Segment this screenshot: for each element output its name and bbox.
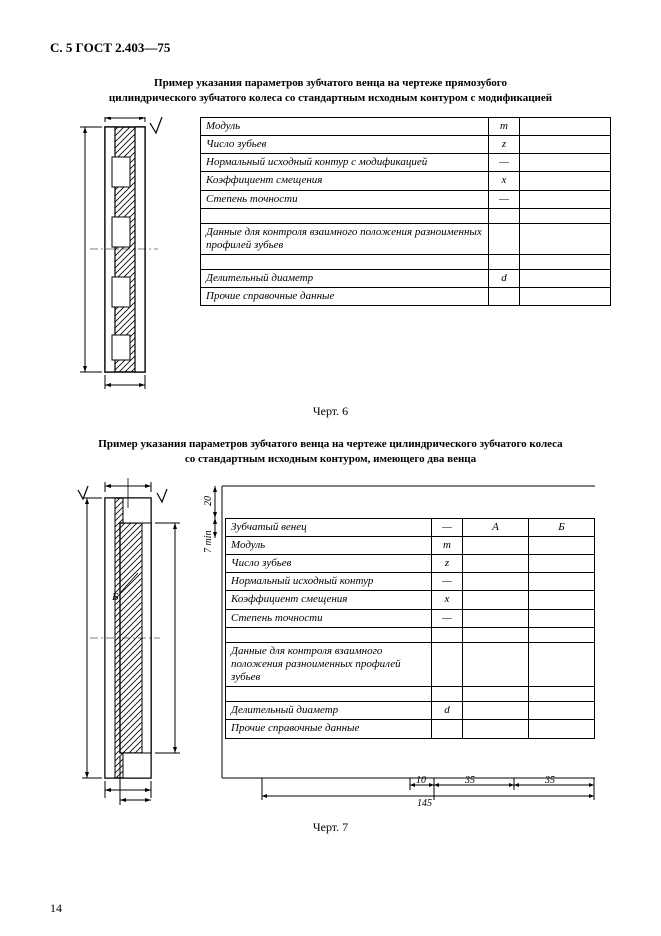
fig7-caption-l1: Пример указания параметров зубчатого вен… xyxy=(98,438,562,450)
table-row: Коэффициент смещенияx xyxy=(201,172,611,190)
table-spacer xyxy=(201,208,611,223)
table-row: Прочие справочные данные xyxy=(201,288,611,306)
callout-b: Б xyxy=(111,591,119,603)
svg-text:7 min: 7 min xyxy=(203,530,214,553)
table-row: Нормальный исходный контур с модификацие… xyxy=(201,154,611,172)
fig7-caption-l2: со стандартным исходным контуром, имеюще… xyxy=(185,453,476,465)
fig6-table: Модульm Число зубьевz Нормальный исходны… xyxy=(200,117,611,307)
fig7-section: А Б xyxy=(50,478,611,808)
page-header: С. 5 ГОСТ 2.403—75 xyxy=(50,40,611,56)
svg-text:10: 10 xyxy=(416,775,426,786)
fig7-caption: Пример указания параметров зубчатого вен… xyxy=(50,437,611,468)
fig6-caption-l1: Пример указания параметров зубчатого вен… xyxy=(154,77,507,89)
table-row: Данные для контроля взаимного положения … xyxy=(201,223,611,254)
fig7-label: Черт. 7 xyxy=(50,820,611,835)
table-spacer xyxy=(201,255,611,270)
fig6-caption: Пример указания параметров зубчатого вен… xyxy=(50,76,611,107)
page-number: 14 xyxy=(50,901,62,916)
fig6-caption-l2: цилиндрического зубчатого колеса со стан… xyxy=(109,92,552,104)
svg-text:35: 35 xyxy=(464,775,475,786)
table-row: Число зубьевz xyxy=(201,135,611,153)
fig6-label: Черт. 6 xyxy=(50,404,611,419)
svg-text:145: 145 xyxy=(417,798,432,808)
table-row: Делительный диаметрd xyxy=(201,270,611,288)
fig7-table-wrap: 20 7 min 10 35 35 xyxy=(215,478,611,739)
svg-text:20: 20 xyxy=(203,496,214,506)
svg-text:35: 35 xyxy=(544,775,555,786)
table-row: Модульm xyxy=(201,117,611,135)
table-row: Степень точности— xyxy=(201,190,611,208)
callout-a: А xyxy=(125,478,133,479)
fig7-drawing: А Б xyxy=(50,478,195,808)
fig6-drawing xyxy=(50,117,180,392)
fig6-section: Модульm Число зубьевz Нормальный исходны… xyxy=(50,117,611,392)
